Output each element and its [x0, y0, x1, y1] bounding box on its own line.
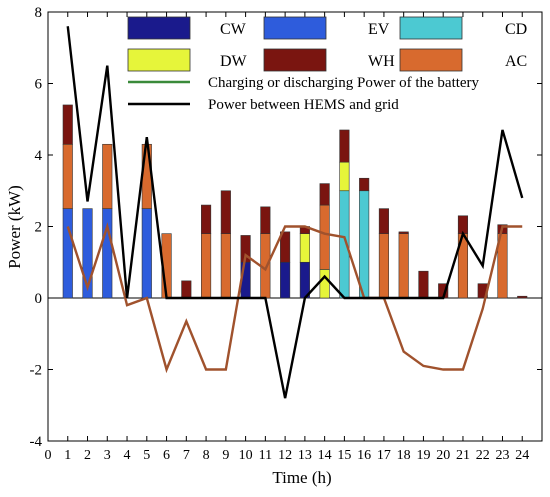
bar-wh-t18 [398, 231, 409, 234]
bar-wh-t1 [62, 104, 73, 145]
x-tick-label: 11 [259, 448, 272, 463]
x-tick-label: 24 [515, 448, 529, 463]
bars-layer [62, 104, 528, 299]
legend: CW EV CD DW WH AC Charging or discharging Powe… [127, 16, 527, 113]
x-tick-label: 5 [143, 448, 150, 463]
bar-cw-t12 [280, 261, 291, 299]
bar-dw-t15 [339, 161, 350, 192]
bar-wh-t16 [359, 177, 370, 192]
x-tick-label: 2 [84, 448, 91, 463]
bar-ev-t2 [82, 208, 93, 299]
x-tick-label: 22 [476, 448, 490, 463]
legend-label-wh: WH [368, 53, 395, 70]
lines-layer [66, 26, 524, 399]
bar-ac-t18 [398, 233, 409, 299]
y-tick-label: -2 [30, 363, 43, 379]
bar-ev-t3 [102, 208, 113, 299]
axes-layer: Time (h) Power (kW) 0 1 2 3 4 5 6 7 8 9 10 11 12 13 14… [5, 5, 542, 487]
bar-ev-t5 [141, 208, 152, 299]
x-tick-label: 9 [222, 448, 229, 463]
x-tick-label: 19 [416, 448, 430, 463]
bar-wh-t17 [378, 208, 389, 234]
bar-ac-t5 [141, 143, 152, 209]
y-tick-label: 8 [35, 5, 43, 21]
bar-wh-t24 [517, 295, 528, 299]
bar-wh-t9 [220, 190, 231, 234]
y-tick-label: 0 [35, 291, 43, 307]
x-tick-label: 17 [377, 448, 391, 463]
bar-ac-t1 [62, 143, 73, 209]
x-tick-label: 6 [163, 448, 170, 463]
bar-ac-t3 [102, 143, 113, 209]
legend-label-ac: AC [505, 53, 527, 70]
bar-wh-t11 [260, 206, 271, 234]
legend-label-dw: DW [220, 53, 248, 70]
x-tick-label: 20 [436, 448, 450, 463]
x-tick-label: 21 [456, 448, 470, 463]
x-tick-label: 14 [318, 448, 332, 463]
legend-label-cd: CD [505, 21, 527, 38]
bar-dw-t13 [299, 233, 310, 263]
bar-ac-t8 [201, 233, 212, 299]
y-tick-label: 2 [35, 220, 43, 236]
legend-swatch-cd [399, 16, 463, 40]
bar-dw-t14 [319, 269, 330, 299]
legend-line-label-0: Charging or discharging Power of the bat… [208, 75, 480, 91]
x-tick-label: 23 [495, 448, 509, 463]
bar-wh-t7 [181, 280, 192, 299]
bar-ac-t9 [220, 233, 231, 299]
x-tick-label: 16 [357, 448, 371, 463]
bar-wh-t19 [418, 270, 429, 299]
legend-line-label-1: Power between HEMS and grid [208, 97, 399, 113]
x-tick-label: 1 [64, 448, 71, 463]
y-tick-label: -4 [30, 434, 43, 450]
legend-swatch-dw [127, 48, 191, 72]
bar-wh-t21 [457, 215, 469, 234]
legend-label-cw: CW [220, 21, 247, 38]
x-tick-label: 10 [239, 448, 253, 463]
x-tick-label: 8 [203, 448, 210, 463]
x-axis-title: Time (h) [272, 468, 331, 487]
bar-ac-t14 [319, 204, 330, 270]
x-tick-label: 4 [124, 448, 131, 463]
x-tick-label: 18 [397, 448, 411, 463]
bar-wh-t15 [339, 129, 350, 163]
x-tick-label: 12 [278, 448, 292, 463]
series-line-1 [66, 26, 524, 399]
series-line-0 [66, 222, 523, 374]
y-tick-label: 6 [35, 77, 43, 93]
legend-swatch-ev [263, 16, 327, 40]
legend-swatch-cw [127, 16, 191, 40]
y-tick-label: 4 [35, 148, 43, 164]
bar-wh-t12 [280, 231, 291, 263]
legend-swatch-ac [399, 48, 463, 72]
x-tick-label: 15 [337, 448, 351, 463]
bar-wh-t10 [240, 235, 251, 263]
bar-ev-t1 [62, 208, 73, 299]
x-tick-label: 0 [45, 448, 52, 463]
bar-cd-t16 [359, 190, 370, 299]
bar-ac-t17 [378, 233, 389, 299]
x-tick-label: 3 [104, 448, 111, 463]
x-tick-label: 7 [183, 448, 190, 463]
x-tick-label: 13 [298, 448, 312, 463]
bar-wh-t8 [201, 204, 212, 234]
legend-label-ev: EV [368, 21, 390, 38]
legend-swatch-wh [263, 48, 327, 72]
y-axis-title: Power (kW) [5, 185, 24, 269]
bar-wh-t14 [319, 183, 330, 206]
